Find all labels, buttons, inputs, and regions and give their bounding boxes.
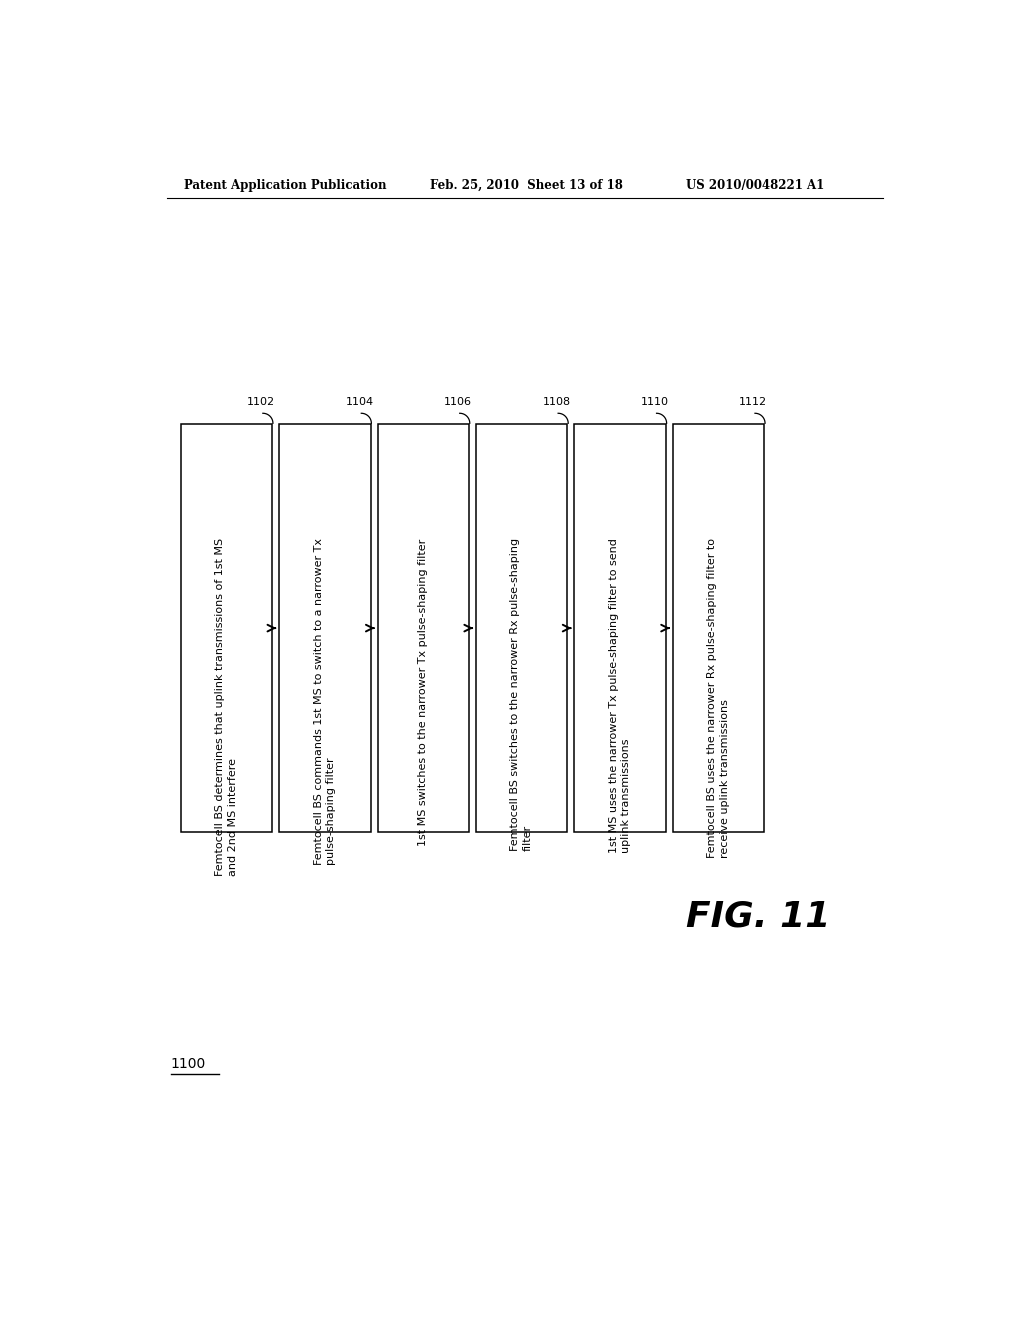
Bar [180,424,272,832]
Text: Patent Application Publication: Patent Application Publication [183,178,386,191]
Text: FIG. 11: FIG. 11 [686,900,830,933]
Text: 1106: 1106 [444,397,472,407]
Text: 1st MS uses the narrower Tx pulse-shaping filter to send
uplink transmissions: 1st MS uses the narrower Tx pulse-shapin… [609,539,632,853]
Text: Femtocell BS determines that uplink transmissions of 1st MS
and 2nd MS interfere: Femtocell BS determines that uplink tran… [215,539,238,876]
Bar [673,424,764,832]
Text: 1110: 1110 [641,397,669,407]
Text: 1102: 1102 [247,397,275,407]
Bar [280,424,371,832]
Text: Femtocell BS uses the narrower Rx pulse-shaping filter to
receive uplink transmi: Femtocell BS uses the narrower Rx pulse-… [708,539,730,858]
Text: Feb. 25, 2010  Sheet 13 of 18: Feb. 25, 2010 Sheet 13 of 18 [430,178,624,191]
Text: US 2010/0048221 A1: US 2010/0048221 A1 [686,178,824,191]
Text: 1108: 1108 [543,397,570,407]
Text: 1st MS switches to the narrower Tx pulse-shaping filter: 1st MS switches to the narrower Tx pulse… [418,539,428,846]
Text: 1104: 1104 [345,397,374,407]
Text: Femtocell BS commands 1st MS to switch to a narrower Tx
pulse-shaping filter: Femtocell BS commands 1st MS to switch t… [313,539,336,866]
Bar [378,424,469,832]
Text: 1112: 1112 [739,397,767,407]
Bar [574,424,666,832]
Text: Femtocell BS switches to the narrower Rx pulse-shaping
filter: Femtocell BS switches to the narrower Rx… [511,539,532,851]
Text: 1100: 1100 [171,1057,206,1071]
Bar [476,424,567,832]
